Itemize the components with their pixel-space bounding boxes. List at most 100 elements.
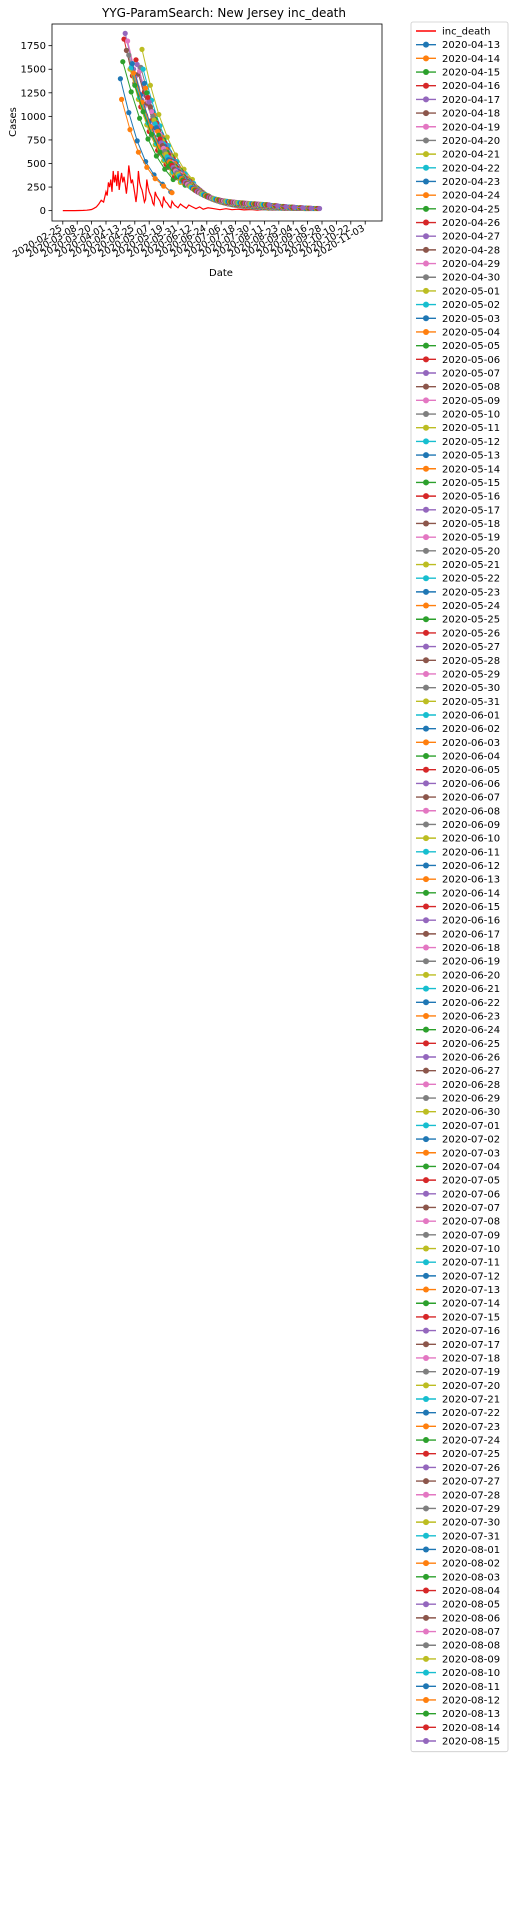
legend-marker-2020-07-02 (423, 1136, 429, 1143)
legend-label-2020-06-16: 2020-06-16 (442, 916, 500, 927)
legend-marker-2020-08-11 (423, 1683, 429, 1690)
y-tick-label: 750 (27, 135, 46, 146)
legend-label-2020-06-23: 2020-06-23 (442, 1011, 500, 1022)
legend-marker-2020-04-30 (423, 274, 429, 281)
legend-marker-2020-06-09 (423, 821, 429, 828)
legend-label-2020-06-22: 2020-06-22 (442, 998, 500, 1009)
y-axis-label: Cases (8, 107, 19, 137)
legend-label-2020-06-19: 2020-06-19 (442, 957, 500, 968)
legend-label-2020-05-09: 2020-05-09 (442, 396, 500, 407)
data-point-2020-08-15-6 (317, 205, 323, 212)
legend-marker-2020-07-04 (423, 1163, 429, 1170)
legend-marker-2020-05-02 (423, 301, 429, 308)
legend-marker-2020-06-04 (423, 753, 429, 760)
legend-label-2020-05-04: 2020-05-04 (442, 327, 500, 338)
legend-marker-2020-07-08 (423, 1218, 429, 1225)
legend-marker-2020-08-02 (423, 1560, 429, 1567)
legend-label-2020-06-05: 2020-06-05 (442, 765, 500, 776)
data-point-2020-04-24-0 (131, 70, 137, 76)
legend-label-2020-07-02: 2020-07-02 (442, 1135, 500, 1146)
legend-label-2020-05-12: 2020-05-12 (442, 437, 500, 448)
legend-label-2020-06-08: 2020-06-08 (442, 806, 500, 817)
legend-label-2020-07-04: 2020-07-04 (442, 1162, 500, 1173)
legend-marker-2020-06-05 (423, 766, 429, 773)
legend-marker-2020-04-29 (423, 260, 429, 267)
data-point-2020-04-27-0 (134, 61, 140, 68)
legend-label-2020-07-22: 2020-07-22 (442, 1408, 500, 1419)
legend-marker-2020-05-19 (423, 534, 429, 541)
chart-title: YYG-ParamSearch: New Jersey inc_death (101, 6, 346, 20)
legend-label-2020-04-27: 2020-04-27 (442, 232, 500, 243)
legend-label-2020-07-01: 2020-07-01 (442, 1121, 500, 1132)
legend-marker-2020-05-08 (423, 383, 429, 390)
legend: inc_death 2020-04-13 2020-04-14 2020-04-15 2… (410, 21, 509, 1753)
data-point-2020-04-14-5 (161, 183, 167, 189)
legend-label-2020-04-22: 2020-04-22 (442, 163, 500, 174)
legend-label-2020-06-13: 2020-06-13 (442, 875, 500, 886)
data-point-2020-04-23-0 (129, 61, 135, 67)
legend-label-2020-05-01: 2020-05-01 (442, 286, 500, 297)
legend-marker-2020-07-28 (423, 1491, 429, 1498)
legend-label-2020-04-28: 2020-04-28 (442, 245, 500, 256)
data-point-2020-08-15-3 (291, 204, 297, 210)
legend-marker-2020-07-13 (423, 1286, 429, 1293)
legend-marker-2020-06-13 (423, 876, 429, 883)
legend-marker-2020-08-15 (423, 1738, 429, 1744)
legend-label-2020-06-11: 2020-06-11 (442, 847, 500, 858)
legend-marker-2020-07-07 (423, 1204, 429, 1211)
legend-marker-2020-04-16 (423, 82, 429, 89)
legend-marker-2020-07-23 (423, 1423, 429, 1430)
legend-marker-2020-04-18 (423, 110, 429, 117)
legend-label-2020-04-19: 2020-04-19 (442, 122, 500, 133)
legend-marker-2020-04-15 (423, 69, 429, 76)
data-point-2020-04-25-0 (132, 82, 138, 88)
legend-marker-2020-05-10 (423, 411, 429, 418)
legend-marker-2020-04-26 (423, 219, 429, 226)
legend-label-2020-06-30: 2020-06-30 (442, 1107, 500, 1118)
legend-label-2020-05-10: 2020-05-10 (442, 410, 500, 421)
legend-label-2020-07-14: 2020-07-14 (442, 1299, 500, 1310)
legend-label-2020-05-06: 2020-05-06 (442, 355, 500, 366)
legend-marker-2020-08-04 (423, 1587, 429, 1594)
legend-label-2020-06-10: 2020-06-10 (442, 834, 500, 845)
legend-label-2020-05-17: 2020-05-17 (442, 505, 500, 516)
legend-marker-2020-05-14 (423, 465, 429, 472)
series-line-inc-death (62, 165, 270, 212)
legend-marker-2020-07-11 (423, 1259, 429, 1266)
legend-marker-2020-04-28 (423, 246, 429, 253)
data-point-2020-04-14-6 (169, 190, 175, 196)
legend-label-2020-07-31: 2020-07-31 (442, 1531, 500, 1542)
legend-marker-2020-04-27 (423, 233, 429, 240)
legend-marker-2020-06-22 (423, 999, 429, 1006)
legend-label-2020-06-27: 2020-06-27 (442, 1066, 500, 1077)
data-point-2020-04-15-3 (145, 136, 151, 142)
legend-label-2020-08-09: 2020-08-09 (442, 1654, 500, 1665)
legend-marker-2020-08-05 (423, 1601, 429, 1608)
legend-marker-2020-05-03 (423, 315, 429, 322)
legend-label-2020-04-30: 2020-04-30 (442, 273, 500, 284)
data-point-2020-08-15-2 (283, 204, 289, 210)
axes: 025050075010001250150017502020-02-252020… (11, 23, 383, 260)
legend-marker-2020-06-14 (423, 889, 429, 896)
legend-label-2020-05-16: 2020-05-16 (442, 492, 500, 503)
legend-label-2020-04-21: 2020-04-21 (442, 150, 500, 161)
legend-marker-2020-06-25 (423, 1040, 429, 1047)
legend-marker-2020-07-31 (423, 1532, 429, 1539)
legend-label-2020-05-18: 2020-05-18 (442, 519, 500, 530)
legend-label-2020-05-29: 2020-05-29 (442, 669, 500, 680)
legend-label-2020-05-23: 2020-05-23 (442, 587, 500, 598)
legend-label-2020-08-14: 2020-08-14 (442, 1723, 500, 1734)
legend-label-2020-08-10: 2020-08-10 (442, 1668, 500, 1679)
legend-marker-2020-05-17 (423, 506, 429, 513)
legend-label-2020-06-04: 2020-06-04 (442, 752, 500, 763)
legend-marker-2020-07-30 (423, 1519, 429, 1526)
legend-marker-2020-07-24 (423, 1437, 429, 1444)
legend-marker-2020-04-20 (423, 137, 429, 144)
legend-marker-2020-06-16 (423, 917, 429, 924)
data-point-2020-04-26-0 (133, 57, 139, 63)
legend-label-2020-05-08: 2020-05-08 (442, 382, 500, 393)
legend-marker-2020-07-22 (423, 1409, 429, 1416)
legend-marker-2020-05-11 (423, 424, 429, 431)
legend-label-2020-04-29: 2020-04-29 (442, 259, 500, 270)
legend-label-2020-06-20: 2020-06-20 (442, 970, 500, 981)
